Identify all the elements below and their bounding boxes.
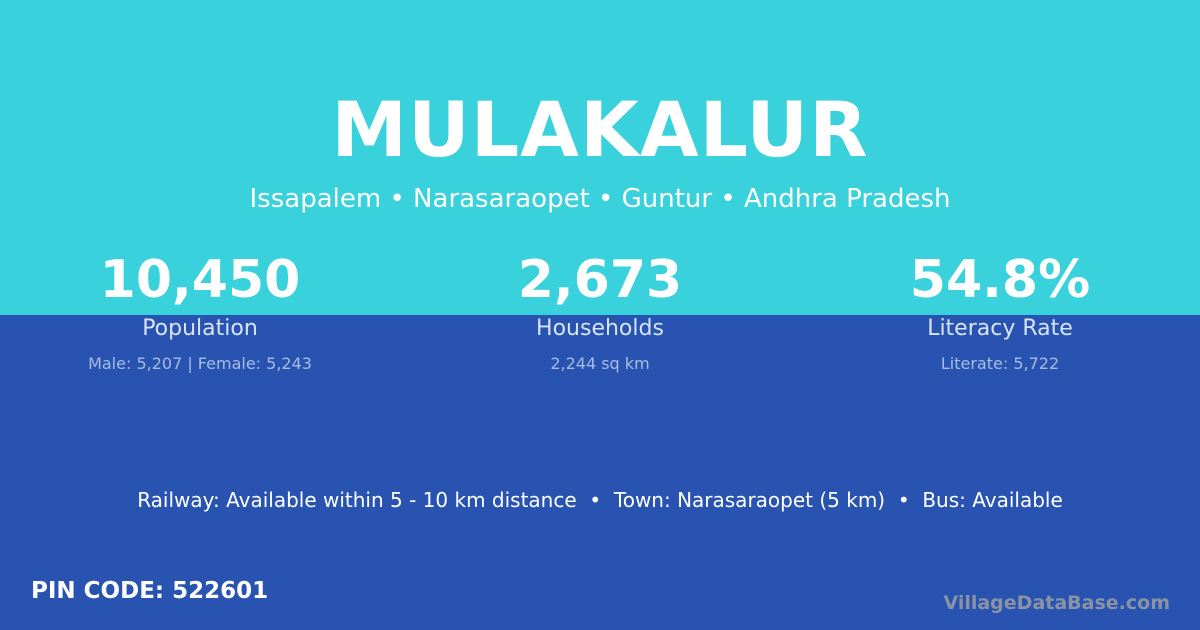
stat-label: Population bbox=[142, 316, 258, 341]
stat-detail: Literate: 5,722 bbox=[940, 354, 1060, 373]
stat-value: 54.8% bbox=[909, 250, 1091, 310]
stat-value: 2,673 bbox=[517, 250, 683, 310]
village-name: MULAKALUR bbox=[331, 85, 869, 174]
stat-value: 10,450 bbox=[99, 250, 301, 310]
stat-label: Literacy Rate bbox=[927, 316, 1073, 341]
brand-watermark: VillageDataBase.com bbox=[943, 592, 1170, 614]
pin-code: PIN CODE: 522601 bbox=[31, 578, 269, 604]
stat-detail: 2,244 sq km bbox=[550, 354, 650, 373]
content-band bbox=[0, 315, 1200, 630]
location-breadcrumb: Issapalem • Narasaraopet • Guntur • Andh… bbox=[249, 184, 951, 214]
connectivity-info: Railway: Available within 5 - 10 km dist… bbox=[137, 488, 1063, 512]
header-band bbox=[0, 0, 1200, 315]
stat-label: Households bbox=[536, 316, 664, 341]
stat-detail: Male: 5,207 | Female: 5,243 bbox=[88, 354, 312, 373]
